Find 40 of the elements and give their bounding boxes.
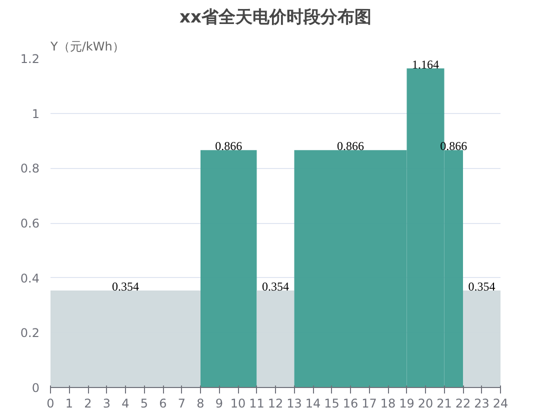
x-tick-label: 15: [324, 396, 340, 410]
x-tick-label: 19: [399, 396, 414, 410]
y-tick-label: 0.6: [20, 216, 40, 230]
x-tick-label: 9: [215, 396, 224, 410]
x-tick-label: 6: [159, 396, 167, 410]
x-tick-label: 7: [178, 396, 186, 410]
data-label: 1.164: [412, 57, 439, 72]
data-label: 0.354: [262, 279, 289, 294]
y-tick-label: 1: [32, 106, 40, 121]
y-tick-label: 1.2: [20, 52, 40, 66]
y-tick-label: 0.8: [20, 162, 40, 176]
data-label: 0.354: [112, 279, 139, 294]
data-label: 0.354: [468, 279, 496, 294]
x-tick-label: 18: [380, 396, 396, 410]
x-tick-label: 8: [196, 396, 204, 410]
y-tick-label: 0.2: [20, 326, 40, 340]
y-axis-title: Y（元/kWh）: [50, 40, 124, 54]
x-tick-label: 0: [46, 396, 54, 410]
data-label: 0.866: [337, 139, 364, 154]
x-tick-label: 10: [230, 396, 246, 410]
data-label: 0.866: [215, 139, 242, 154]
chart-title: xx省全天电价时段分布图: [180, 8, 372, 28]
x-tick-label: 22: [455, 396, 471, 410]
x-tick-label: 20: [418, 396, 434, 410]
x-tick-label: 16: [342, 396, 358, 410]
x-tick-label: 11: [249, 396, 264, 410]
x-tick-label: 24: [492, 396, 508, 410]
x-tick-label: 21: [436, 396, 452, 410]
x-tick-label: 3: [102, 396, 111, 410]
y-tick-label: 0.4: [20, 271, 40, 286]
x-tick-label: 1: [65, 396, 74, 410]
x-tick-label: 13: [286, 396, 302, 410]
x-tick-label: 14: [305, 396, 321, 410]
x-tick-label: 5: [140, 396, 148, 410]
x-tick-label: 23: [474, 396, 490, 410]
x-tick-label: 17: [362, 396, 377, 410]
x-tick-label: 4: [122, 396, 130, 410]
x-tick-label: 2: [84, 396, 92, 410]
x-tick-label: 12: [268, 396, 284, 410]
y-tick-label: 0: [32, 381, 40, 395]
